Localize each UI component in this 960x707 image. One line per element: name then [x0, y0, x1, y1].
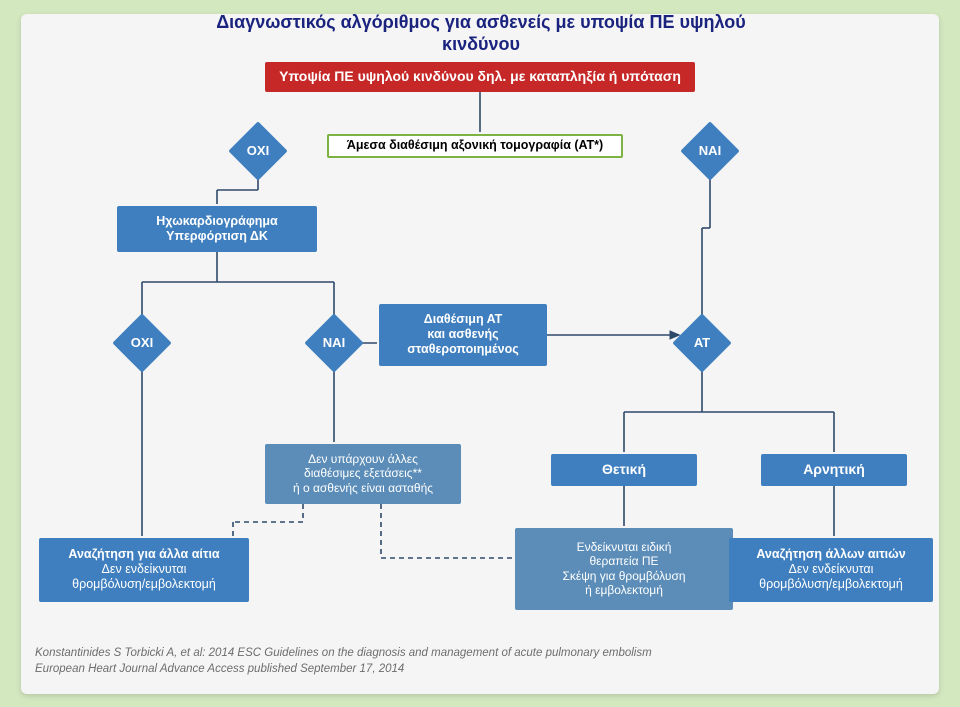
diamond-at: ΑΤ: [681, 322, 723, 364]
diamond-nai2-label: ΝΑΙ: [313, 322, 355, 364]
no-other-tests-box: Δεν υπάρχουν άλλες διαθέσιμες εξετάσεις*…: [265, 444, 461, 504]
diamond-nai: ΝΑΙ: [689, 130, 731, 172]
avail-l1: Διαθέσιμη ΑΤ: [424, 312, 502, 327]
leftout-l2: Δεν ενδείκνυται: [102, 562, 187, 577]
noother-l2: διαθέσιμες εξετάσεις**: [304, 466, 422, 480]
echo-l2: Υπερφόρτιση ΔΚ: [166, 229, 268, 244]
positive-box: Θετική: [551, 454, 697, 486]
outcome-specific-therapy: Ενδείκνυται ειδική θεραπεία ΠΕ Σκέψη για…: [515, 528, 733, 610]
citation: Konstantinides S Torbicki A, et al: 2014…: [35, 646, 675, 677]
diamond-oxi2: ΟΧΙ: [121, 322, 163, 364]
avail-l2: και ασθενής: [427, 327, 498, 342]
midout-l2: θεραπεία ΠΕ: [589, 554, 658, 568]
leftout-l1: Αναζήτηση για άλλα αίτια: [68, 547, 219, 562]
noother-l3: ή ο ασθενής είναι ασταθής: [293, 481, 433, 495]
diamond-oxi-label: ΟΧΙ: [237, 130, 279, 172]
diamond-at-label: ΑΤ: [681, 322, 723, 364]
diamond-oxi2-label: ΟΧΙ: [121, 322, 163, 364]
negative-box: Αρνητική: [761, 454, 907, 486]
suspicion-box: Υποψία ΠΕ υψηλού κινδύνου δηλ. με καταπλ…: [265, 62, 695, 92]
ct-available-box: Άμεσα διαθέσιμη αξονική τομογραφία (ΑΤ*): [327, 134, 623, 158]
diamond-nai-label: ΝΑΙ: [689, 130, 731, 172]
leftout-l3: θρομβόλυση/εμβολεκτομή: [72, 577, 216, 592]
title: Διαγνωστικός αλγόριθμος για ασθενείς με …: [171, 20, 791, 48]
ct-avail-stable-box: Διαθέσιμη ΑΤ και ασθενής σταθεροποιημένο…: [379, 304, 547, 366]
card: Διαγνωστικός αλγόριθμος για ασθενείς με …: [21, 14, 939, 694]
noother-l1: Δεν υπάρχουν άλλες: [308, 452, 418, 466]
avail-l3: σταθεροποιημένος: [407, 342, 519, 357]
diamond-oxi: ΟΧΙ: [237, 130, 279, 172]
echo-box: Ηχωκαρδιογράφημα Υπερφόρτιση ΔΚ: [117, 206, 317, 252]
outcome-search-other: Αναζήτηση για άλλα αίτια Δεν ενδείκνυται…: [39, 538, 249, 602]
rightout-l1: Αναζήτηση άλλων αιτιών: [756, 547, 905, 562]
diamond-nai2: ΝΑΙ: [313, 322, 355, 364]
rightout-l3: θρομβόλυση/εμβολεκτομή: [759, 577, 903, 592]
outcome-search-other-right: Αναζήτηση άλλων αιτιών Δεν ενδείκνυται θ…: [729, 538, 933, 602]
rightout-l2: Δεν ενδείκνυται: [789, 562, 874, 577]
midout-l4: ή εμβολεκτομή: [585, 583, 663, 597]
echo-l1: Ηχωκαρδιογράφημα: [156, 214, 277, 229]
midout-l3: Σκέψη για θρομβόλυση: [562, 569, 685, 583]
midout-l1: Ενδείκνυται ειδική: [577, 540, 672, 554]
